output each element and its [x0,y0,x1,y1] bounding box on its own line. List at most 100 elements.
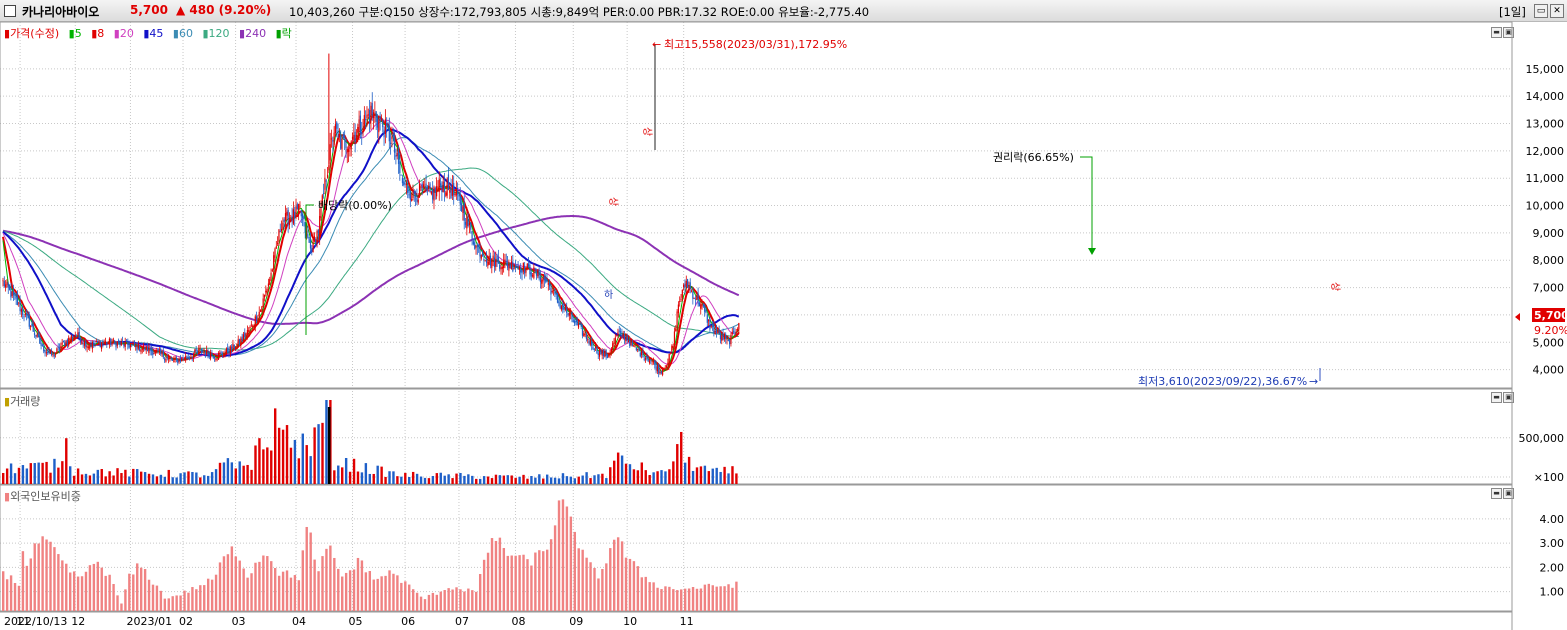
legend-ma45[interactable]: ▮45 [143,27,164,40]
candle-body [78,331,80,338]
candle-body [121,340,124,343]
legend-ma20[interactable]: ▮20 [113,27,134,40]
foreign-panel-close-button[interactable]: ▣ [1503,488,1514,499]
volume-bar [136,469,139,484]
candle-body [252,325,254,327]
candle-body [355,134,358,144]
candle-body [150,349,153,352]
high-label: 최고15,558(2023/03/31),172.95% [664,38,847,51]
legend-ma60[interactable]: ▮60 [172,27,193,40]
legend-ma120[interactable]: ▮120 [202,27,230,40]
volume-bar [218,462,222,484]
candle-body [496,256,498,260]
close-button[interactable]: ✕ [1550,4,1564,18]
volume-bar [376,465,379,484]
foreign-bar [100,567,103,611]
candle-body [568,312,570,316]
candle-body [572,320,574,322]
candle-body [612,343,614,350]
legend-price[interactable]: ▮가격(수정) [4,27,60,40]
candle-body [375,111,377,122]
candle-body [341,138,343,150]
volume-bar [305,445,308,484]
candle-body [641,350,643,355]
candle-body [492,255,494,259]
foreign-bar [494,540,498,611]
candle-body [225,348,227,354]
candle-body [74,334,76,336]
candle-body [249,326,251,329]
price-panel-close-button[interactable]: ▣ [1503,27,1514,38]
volume-bar [652,472,655,484]
volume-bar [234,468,237,484]
candle-body [5,284,7,288]
foreign-bar [49,541,52,611]
legend-ma240[interactable]: ▮240 [239,27,267,40]
foreign-bar [226,554,230,611]
candle-body [408,194,410,196]
period-selector[interactable]: [1일] [1499,5,1526,19]
candle-body [637,348,639,350]
candle-body [405,183,407,186]
candle-body [702,305,704,307]
maximize-button[interactable]: ▭ [1534,4,1548,18]
candle-body [493,257,496,268]
candle-body [47,352,49,354]
volume-bar [183,472,186,484]
volume-bar [640,462,644,484]
price-panel-min-button[interactable]: ▬ [1491,27,1502,38]
candle-body [371,103,373,116]
candle-body [202,350,204,352]
volume-bar [415,473,419,484]
legend-ex-rights[interactable]: ▮락 [275,27,292,40]
foreign-panel-min-button[interactable]: ▬ [1491,488,1502,499]
candle-body [421,183,423,191]
candle-body [219,352,221,355]
rights-arrowhead [1088,248,1096,255]
foreign-legend[interactable]: ▮외국인보유비중 [4,490,81,503]
foreign-bar [632,561,636,611]
stock-checkbox[interactable] [4,5,16,17]
volume-bar [372,473,375,484]
foreign-bar [57,554,60,611]
candle-body [697,293,699,305]
candle-body [409,190,411,200]
foreign-bar [329,545,332,611]
candle-body [321,195,323,206]
candle-body [227,347,229,353]
candle-body [644,357,647,360]
foreign-bar [246,577,249,611]
volume-panel-min-button[interactable]: ▬ [1491,392,1502,403]
candle-body [45,352,47,354]
price-tick-label: 10,000 [1526,200,1565,213]
candle-body [655,363,657,371]
candle-body [688,285,690,290]
foreign-bar [266,556,269,611]
legend-ma5[interactable]: ▮5 [68,27,82,40]
volume-panel-close-button[interactable]: ▣ [1503,392,1514,403]
foreign-bar [545,549,549,611]
candle-body [513,268,515,270]
volume-bar [344,457,348,484]
candle-body [305,230,308,237]
candle-body [344,136,346,139]
volume-bar [735,473,738,484]
volume-legend[interactable]: ▮거래량 [4,395,41,408]
foreign-bar [108,574,111,611]
candle-body [676,311,678,328]
legend-ma8[interactable]: ▮8 [91,27,105,40]
candle-body [721,334,723,341]
volume-bar [84,473,88,484]
candle-body [412,188,414,198]
candle-body [315,238,317,244]
price-tick-label: 13,000 [1526,118,1565,131]
candle-body [60,346,62,349]
foreign-bar [61,560,64,611]
candle-body [627,340,630,343]
candle-body [95,341,97,343]
foreign-bar [447,588,450,611]
volume-bar [668,469,671,484]
candle-body [516,267,518,269]
candle-body [460,203,463,212]
